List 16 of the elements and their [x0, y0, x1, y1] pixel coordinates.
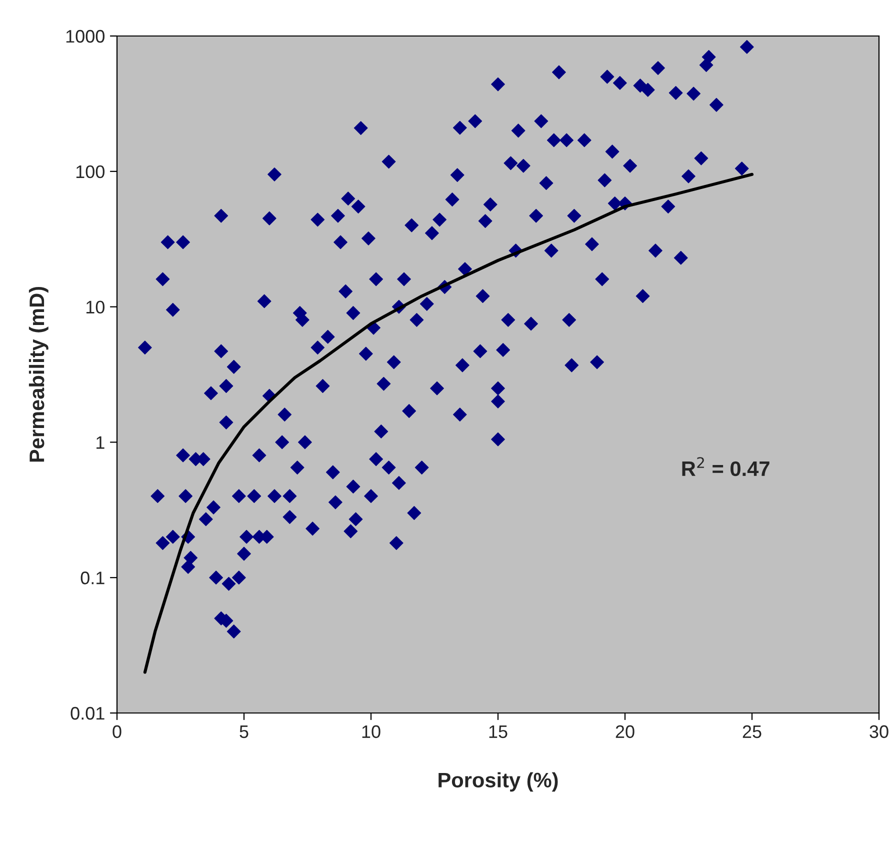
- y-axis-title: Permeability (mD): [28, 286, 48, 462]
- x-tick-label: 20: [616, 725, 634, 738]
- x-axis-title: Porosity (%): [438, 772, 558, 792]
- x-tick-label: 5: [240, 725, 248, 738]
- y-tick-label: 1: [96, 436, 104, 449]
- x-tick-label: 0: [112, 725, 122, 738]
- x-tick-label: 25: [742, 725, 762, 738]
- y-tick-label: 100: [76, 165, 104, 178]
- y-tick-label: 0.01: [70, 706, 104, 720]
- x-tick-label: 15: [489, 725, 508, 738]
- x-tick-label: 10: [362, 725, 380, 738]
- y-tick-label: 1000: [66, 30, 104, 43]
- annotation: R$^{2}$ = 0.47: [682, 457, 770, 476]
- y-tick-label: 0.1: [80, 572, 104, 584]
- y-tick-label: 10: [86, 300, 104, 314]
- x-tick-label: 30: [870, 725, 888, 738]
